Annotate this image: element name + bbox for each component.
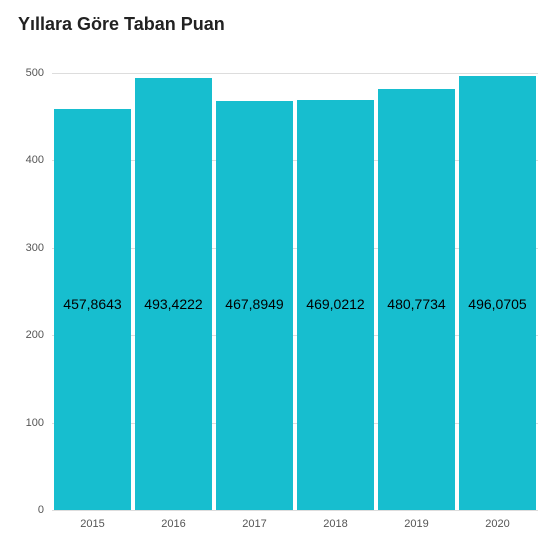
bar-value-label: 496,0705 (468, 296, 526, 312)
plot-area: 01002003004005002015457,86432016493,4222… (52, 55, 538, 510)
chart-container: Yıllara Göre Taban Puan 0100200300400500… (0, 0, 550, 550)
x-tick-label: 2019 (404, 518, 428, 530)
bar-value-label: 467,8949 (225, 296, 283, 312)
x-tick-label: 2020 (485, 518, 509, 530)
x-tick-label: 2015 (80, 518, 104, 530)
y-tick-label: 200 (26, 329, 44, 341)
x-tick-label: 2018 (323, 518, 347, 530)
bar (135, 78, 211, 510)
bar-value-label: 457,8643 (63, 296, 121, 312)
bar-value-label: 493,4222 (144, 296, 202, 312)
y-tick-label: 400 (26, 154, 44, 166)
x-tick-label: 2017 (242, 518, 266, 530)
y-tick-label: 100 (26, 417, 44, 429)
gridline (52, 73, 538, 74)
y-tick-label: 0 (38, 504, 44, 516)
x-tick-label: 2016 (161, 518, 185, 530)
y-tick-label: 300 (26, 242, 44, 254)
gridline (52, 510, 538, 511)
bar-value-label: 480,7734 (387, 296, 445, 312)
chart-title: Yıllara Göre Taban Puan (18, 14, 225, 35)
bar (459, 76, 535, 510)
bar-value-label: 469,0212 (306, 296, 364, 312)
y-tick-label: 500 (26, 67, 44, 79)
